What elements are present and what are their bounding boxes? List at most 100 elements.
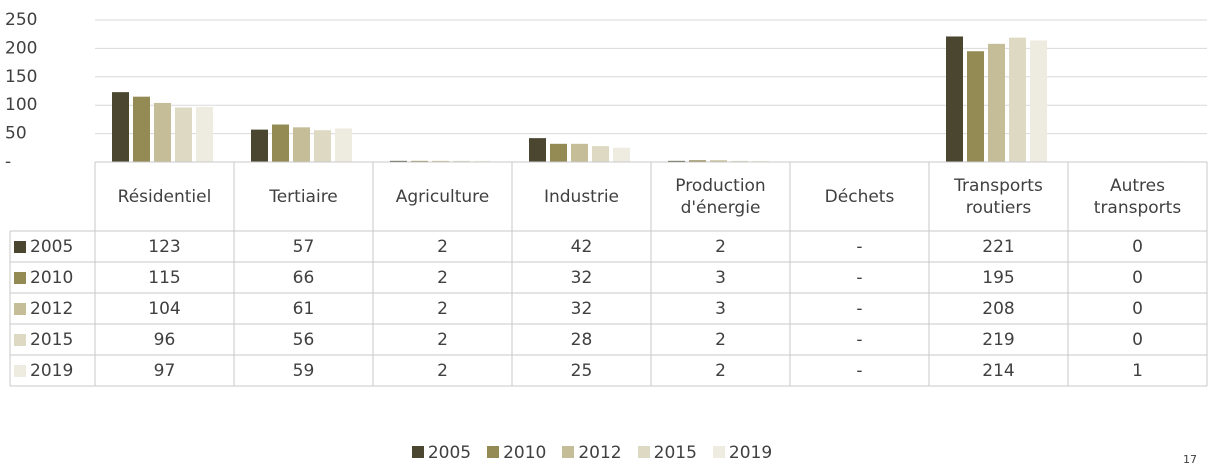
bar <box>390 160 407 162</box>
table-cell: - <box>790 262 929 293</box>
table-cell: - <box>790 293 929 324</box>
cell-text: 0 <box>1132 298 1143 319</box>
y-tick-label: 200 <box>5 38 37 58</box>
bar <box>731 160 748 162</box>
cell-text: Tertiaire <box>269 186 338 207</box>
legend-key <box>14 240 26 253</box>
table-cell: 97 <box>95 355 234 386</box>
table-cell: 3 <box>651 262 790 293</box>
table-cell: 0 <box>1068 262 1207 293</box>
row-label: 2015 <box>30 329 74 350</box>
row-header: 2005 <box>10 231 95 262</box>
bar <box>432 160 449 162</box>
bar <box>689 160 706 162</box>
bar <box>154 102 171 162</box>
cell-text: 96 <box>153 329 176 350</box>
table-cell: 115 <box>95 262 234 293</box>
table-cell: 42 <box>512 231 651 262</box>
y-tick-label: 250 <box>5 10 37 30</box>
legend-label: 2019 <box>728 443 773 463</box>
row-header: 2019 <box>10 355 95 386</box>
cell-text: 56 <box>292 329 315 350</box>
table-cell: 25 <box>512 355 651 386</box>
bar <box>1009 37 1026 162</box>
legend-label: 2010 <box>503 443 547 463</box>
cell-text: 2 <box>437 360 448 381</box>
bar <box>251 129 268 162</box>
legend: 2005 2010 2012 2015 2019 <box>0 440 1184 464</box>
cell-text: 2 <box>437 236 448 257</box>
table-cell: - <box>790 324 929 355</box>
bar <box>668 160 685 162</box>
table-cell: 2 <box>651 355 790 386</box>
bar <box>571 143 588 162</box>
cell-text: 208 <box>982 298 1015 319</box>
cell-text: 66 <box>292 267 315 288</box>
cell-text: 42 <box>570 236 593 257</box>
cell-text: Autres transports <box>1093 175 1182 218</box>
table-cell: 2 <box>373 231 512 262</box>
table-cell: 123 <box>95 231 234 262</box>
cell-text: Déchets <box>824 186 895 207</box>
cell-text: 115 <box>148 267 181 288</box>
cell-text: 0 <box>1132 236 1143 257</box>
bar <box>967 51 984 162</box>
cell-text: Industrie <box>543 186 620 207</box>
table-cell: - <box>790 355 929 386</box>
cell-text: 2 <box>715 236 726 257</box>
table-cell: - <box>790 231 929 262</box>
column-header: Production d'énergie <box>651 162 790 231</box>
table-cell: 57 <box>234 231 373 262</box>
cell-text: 25 <box>570 360 593 381</box>
row-label: 2010 <box>30 267 74 288</box>
legend-key <box>411 446 424 458</box>
table-cell: 96 <box>95 324 234 355</box>
table-cell: 28 <box>512 324 651 355</box>
table-cell: 208 <box>929 293 1068 324</box>
table-cell: 2 <box>373 324 512 355</box>
bar <box>613 147 630 162</box>
cell-text: 104 <box>148 298 181 319</box>
table-cell: 0 <box>1068 231 1207 262</box>
bar <box>272 124 289 162</box>
legend-label: 2015 <box>653 443 697 463</box>
cell-text: - <box>856 298 863 319</box>
table-cell: 56 <box>234 324 373 355</box>
column-header: Agriculture <box>373 162 512 231</box>
table-cell: 221 <box>929 231 1068 262</box>
row-label: 2019 <box>30 360 74 381</box>
bar <box>988 43 1005 162</box>
bar <box>314 130 331 162</box>
table-cell: 59 <box>234 355 373 386</box>
legend-key <box>637 446 650 458</box>
row-header: 2010 <box>10 262 95 293</box>
cell-text: 3 <box>715 298 726 319</box>
bar <box>335 128 352 162</box>
table-cell: 219 <box>929 324 1068 355</box>
page-number: 17 <box>1183 453 1197 464</box>
column-header: Résidentiel <box>95 162 234 231</box>
cell-text: 28 <box>570 329 593 350</box>
table-cell: 0 <box>1068 293 1207 324</box>
table-cell: 66 <box>234 262 373 293</box>
row-header: 2015 <box>10 324 95 355</box>
legend-key <box>487 446 500 458</box>
column-header: Déchets <box>790 162 929 231</box>
bar <box>453 160 470 162</box>
table-cell: 2 <box>373 262 512 293</box>
table-cell: 32 <box>512 262 651 293</box>
table-cell: 214 <box>929 355 1068 386</box>
column-header: Industrie <box>512 162 651 231</box>
table-cell: 61 <box>234 293 373 324</box>
bar <box>474 160 491 162</box>
y-tick-label: 150 <box>5 67 37 87</box>
legend-item: 2015 <box>637 442 697 464</box>
cell-text: 2 <box>715 360 726 381</box>
row-header: 2012 <box>10 293 95 324</box>
bar <box>710 160 727 162</box>
column-header: Autres transports <box>1068 162 1207 231</box>
bar <box>592 146 609 162</box>
legend-item: 2010 <box>487 442 546 464</box>
